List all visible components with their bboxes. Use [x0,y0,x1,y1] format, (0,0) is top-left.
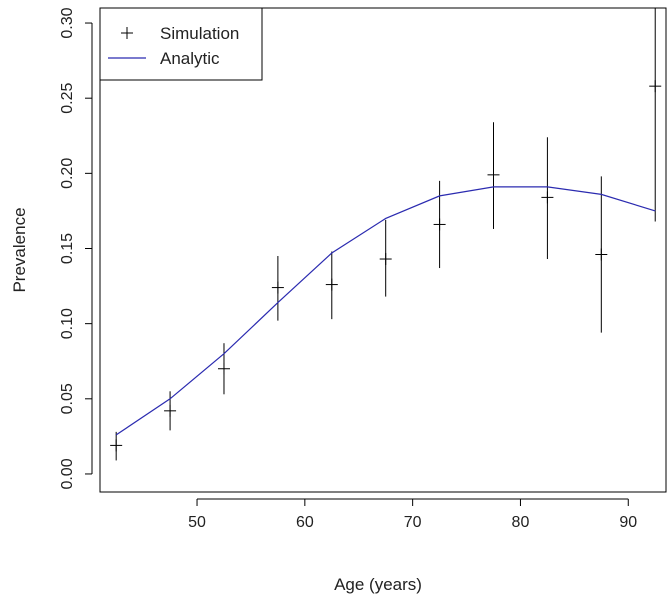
y-tick-label: 0.25 [59,83,76,114]
y-tick-label: 0.30 [59,7,76,38]
marker-layer [110,80,662,452]
y-tick-label: 0.15 [59,233,76,264]
line-layer [115,186,656,436]
simulation-point [379,253,392,266]
y-tick-label: 0.20 [59,158,76,189]
simulation-point [164,404,177,417]
legend-label-simulation: Simulation [160,24,239,43]
legend: Simulation Analytic [99,7,263,81]
x-tick-label: 50 [188,514,206,531]
x-tick-label: 60 [296,514,314,531]
simulation-point [541,191,554,204]
legend-box [99,7,263,81]
x-tick-label: 70 [404,514,422,531]
simulation-point [217,362,230,375]
legend-label-analytic: Analytic [160,49,220,68]
plot-frame [99,7,667,493]
simulation-point [487,168,500,181]
y-axis-title: Prevalence [10,207,29,292]
analytic-line [115,186,656,436]
simulation-point [110,439,123,452]
x-axis-title: Age (years) [334,575,422,594]
simulation-point [325,278,338,291]
y-tick-label: 0.00 [59,458,76,489]
simulation-point [271,281,284,294]
text-layer: 50 60 70 80 90 0.00 0.05 0.10 0.15 0.20 0.25 0.30 Ag… [10,7,637,594]
y-tick-label: 0.10 [59,308,76,339]
simulation-point [649,80,662,93]
simulation-point [433,218,446,231]
x-tick-label: 90 [619,514,637,531]
y-tick-label: 0.05 [59,383,76,414]
axes-layer [85,7,667,506]
x-tick-label: 80 [512,514,530,531]
simulation-point [595,248,608,261]
